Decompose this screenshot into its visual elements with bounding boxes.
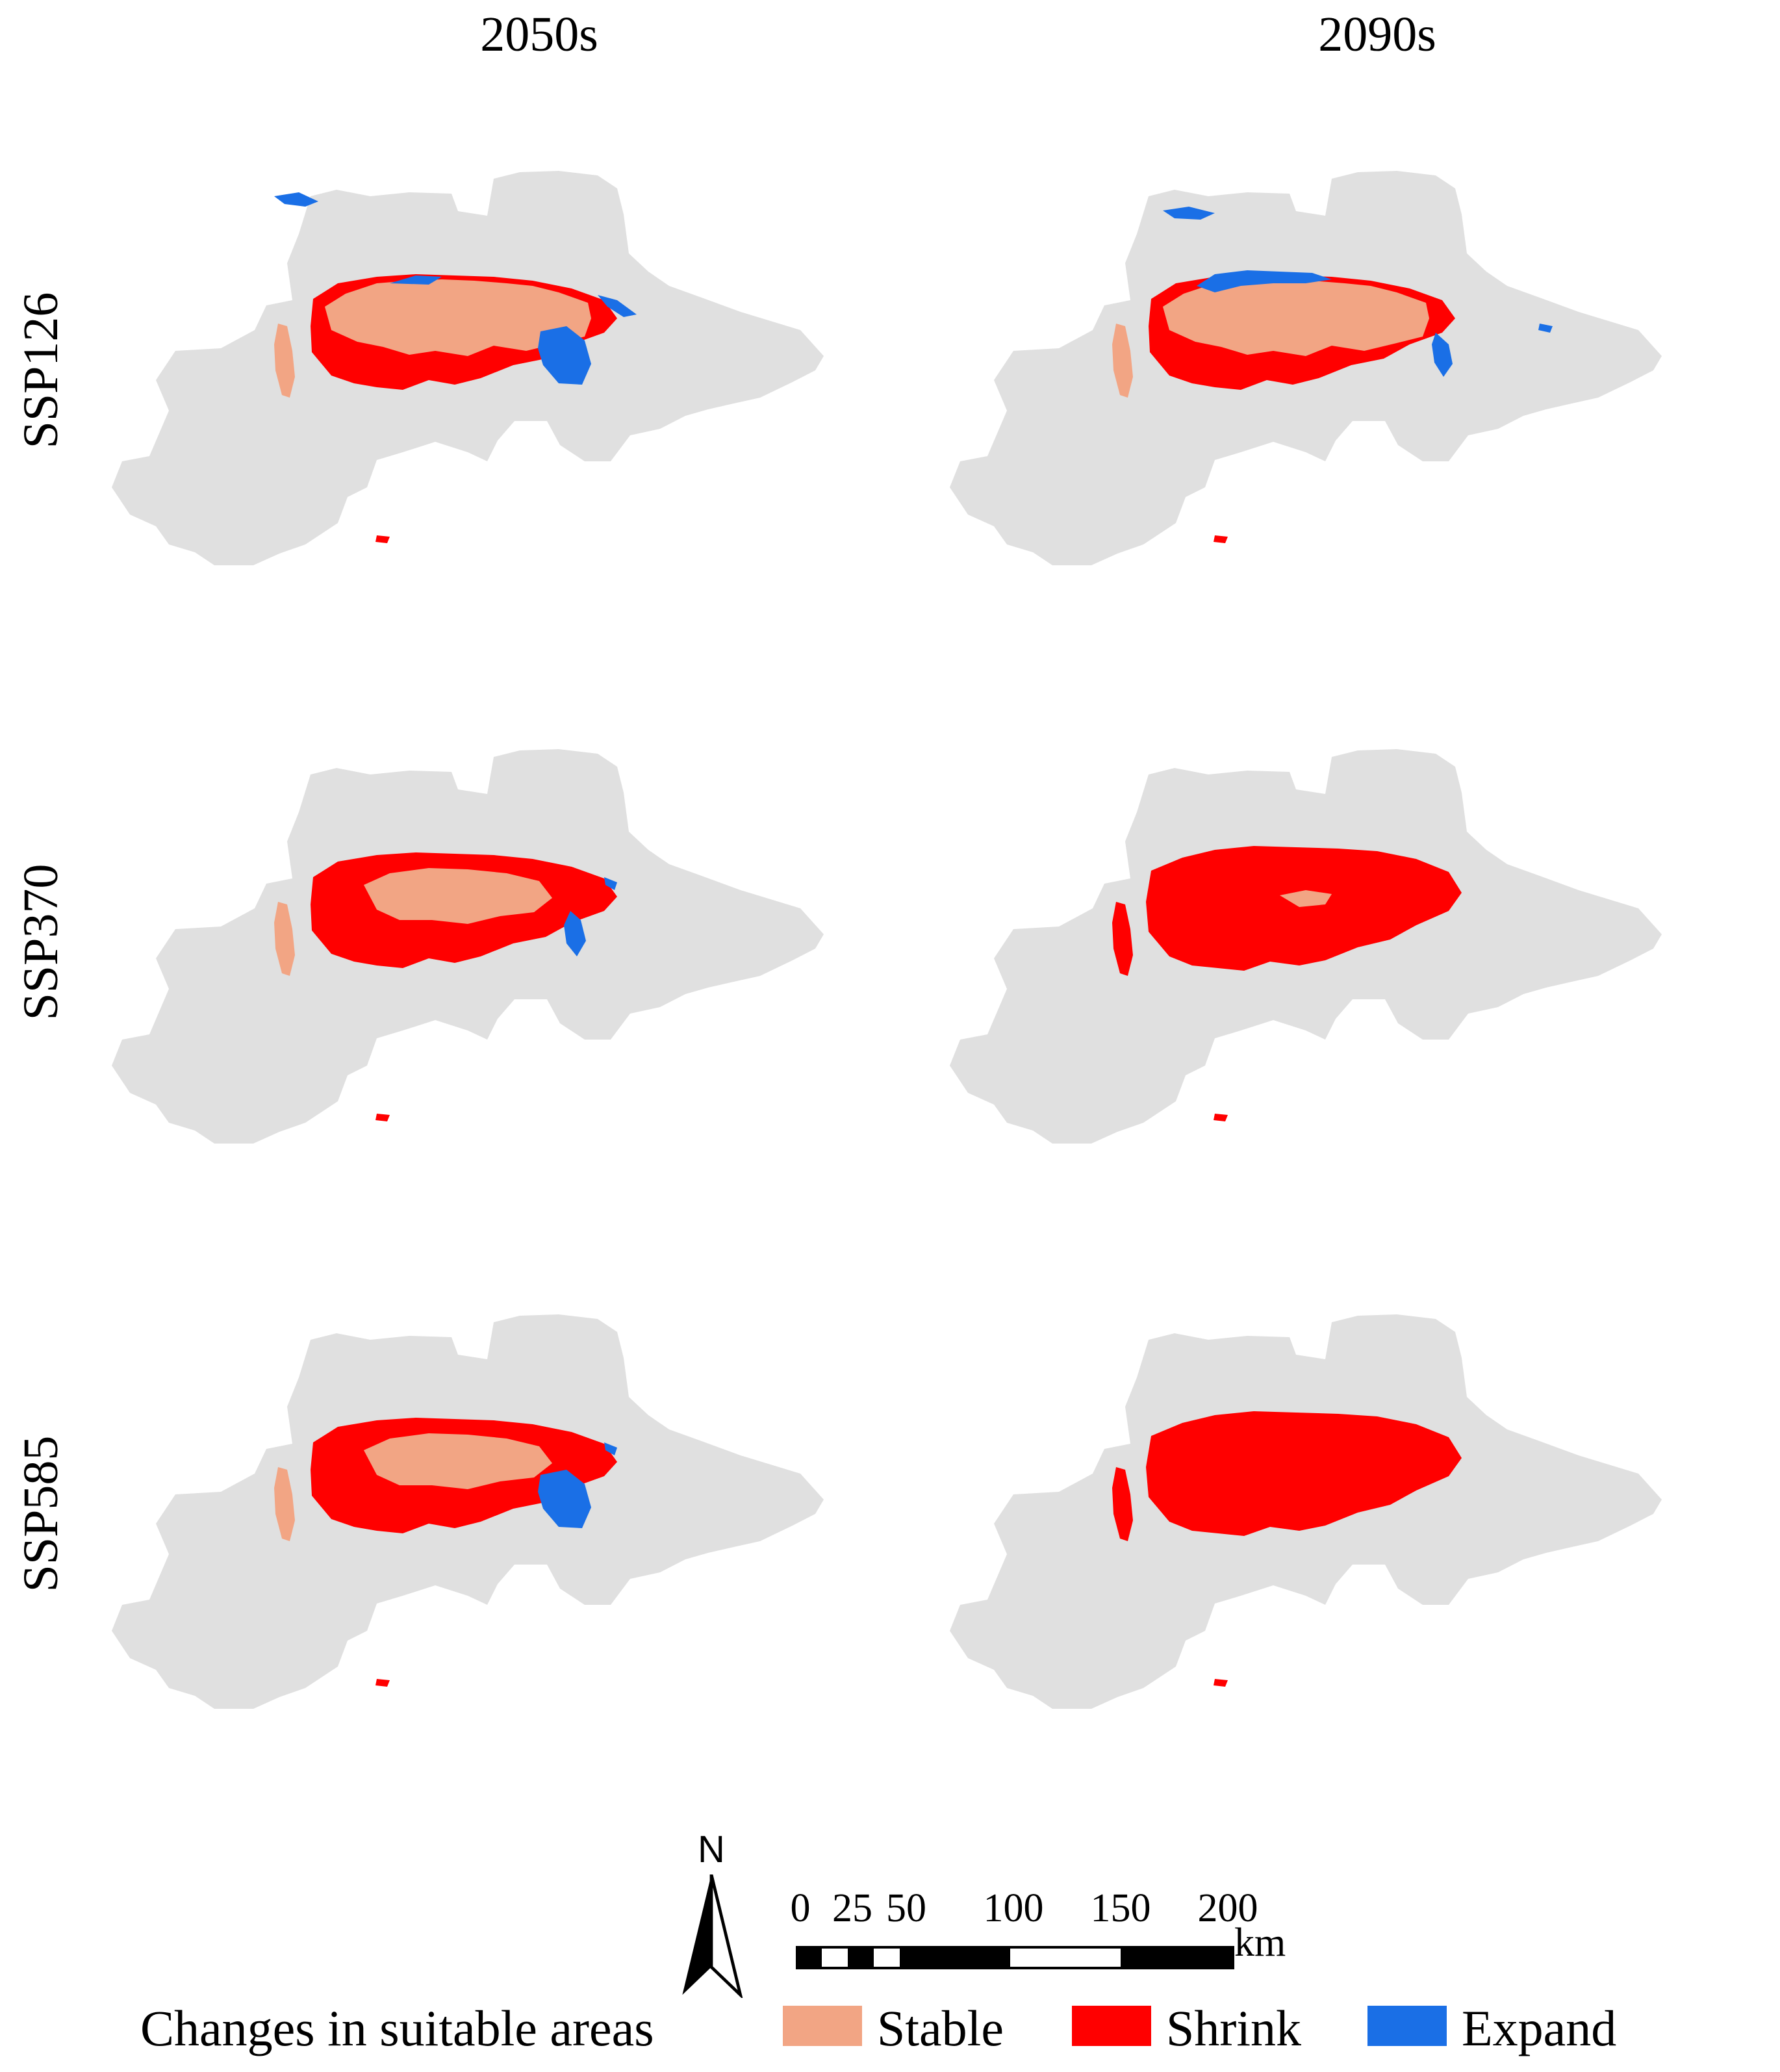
expand-area (604, 877, 617, 890)
scale-label-100: 100 (983, 1886, 1044, 1930)
scale-label-25: 25 (832, 1886, 872, 1930)
shrink-area (375, 535, 390, 543)
legend-title: Changes in suitable areas (140, 2000, 654, 2056)
map-panel-2090s-ssp585 (942, 1299, 1767, 1728)
map-svg (950, 171, 1662, 565)
map-svg (950, 1314, 1662, 1709)
north-arrow: N (676, 1829, 747, 1998)
scale-label-50: 50 (886, 1886, 926, 1930)
map-svg (950, 749, 1662, 1144)
expand-area (1197, 270, 1332, 292)
map-svg (112, 1314, 824, 1709)
stable-area (274, 324, 295, 398)
shrink-area (1214, 1679, 1228, 1687)
map-panel-2050s-ssp370 (104, 734, 929, 1163)
scale-unit: km (1234, 1921, 1286, 1965)
column-title-2050s: 2050s (480, 7, 598, 62)
map-panel-2090s-ssp126 (942, 156, 1767, 585)
map-panel-2050s-ssp585 (104, 1299, 929, 1728)
column-title-2090s: 2090s (1318, 7, 1436, 62)
legend-label-shrink: Shrink (1166, 2000, 1302, 2056)
legend-swatch-stable (783, 2006, 862, 2046)
scale-label-150: 150 (1090, 1886, 1151, 1930)
map-svg (112, 749, 824, 1144)
legend-label-expand: Expand (1462, 2000, 1617, 2056)
shrink-area (375, 1114, 390, 1121)
shrink-area (1214, 1114, 1228, 1121)
expand-area (274, 192, 318, 207)
stable-area (364, 1433, 552, 1489)
stable-area (1112, 324, 1133, 398)
stable-area (274, 1467, 295, 1541)
row-title-ssp585: SSP585 (14, 1435, 68, 1592)
stable-area (364, 868, 552, 924)
expand-area (390, 275, 442, 285)
shrink-area (1146, 1411, 1462, 1536)
expand-area (1163, 207, 1215, 220)
legend-swatch-expand (1367, 2006, 1447, 2046)
map-svg (112, 171, 824, 565)
map-panel-2050s-ssp126 (104, 156, 929, 585)
row-title-ssp126: SSP126 (14, 292, 68, 449)
shrink-area (1214, 535, 1228, 543)
scale-bar-graphic (796, 1946, 1234, 1969)
shrink-area (1146, 846, 1462, 971)
stable-area (1280, 890, 1332, 907)
row-title-ssp370: SSP370 (14, 863, 68, 1021)
expand-area (538, 1470, 591, 1528)
shrink-area (1112, 1467, 1133, 1541)
expand-area (538, 326, 591, 385)
expand-area (564, 911, 586, 956)
shrink-area (1112, 902, 1133, 976)
north-arrow-icon (682, 1874, 743, 1998)
scale-label-0: 0 (790, 1886, 811, 1930)
shrink-area (375, 1679, 390, 1687)
expand-area (598, 295, 637, 317)
legend-label-stable: Stable (877, 2000, 1004, 2056)
expand-area (1538, 324, 1553, 333)
north-arrow-label: N (698, 1828, 725, 1871)
stable-area (274, 902, 295, 976)
expand-area (604, 1442, 617, 1455)
expand-area (1432, 333, 1453, 377)
map-panel-2090s-ssp370 (942, 734, 1767, 1163)
legend-swatch-shrink (1072, 2006, 1151, 2046)
stable-area (325, 279, 591, 356)
stable-area (1163, 279, 1429, 356)
scale-label-200: 200 (1197, 1886, 1258, 1930)
